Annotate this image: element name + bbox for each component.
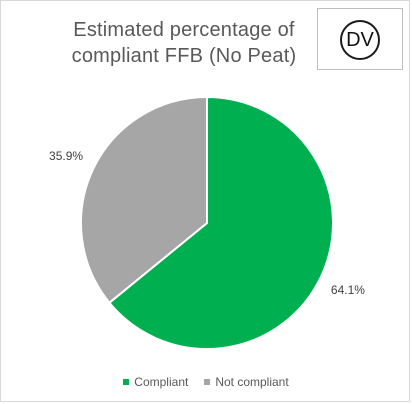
legend-item-not-compliant: Not compliant: [204, 375, 289, 389]
dv-badge: DV: [340, 20, 380, 60]
chart-title: Estimated percentage of compliant FFB (N…: [71, 19, 297, 67]
badge-box: DV: [317, 8, 403, 70]
pie-slice-not-compliant: [80, 95, 208, 305]
legend-label-compliant: Compliant: [134, 375, 189, 389]
data-label-compliant: 64.1%: [331, 283, 365, 297]
legend-label-not-compliant: Not compliant: [215, 375, 289, 389]
legend-swatch-compliant: [123, 379, 130, 385]
legend-item-compliant: Compliant: [123, 375, 188, 389]
data-label-not-compliant: 35.9%: [49, 149, 83, 163]
chart-legend: Compliant Not compliant: [1, 375, 411, 389]
legend-swatch-not-compliant: [204, 379, 211, 385]
pie-slice-compliant: [108, 95, 334, 350]
